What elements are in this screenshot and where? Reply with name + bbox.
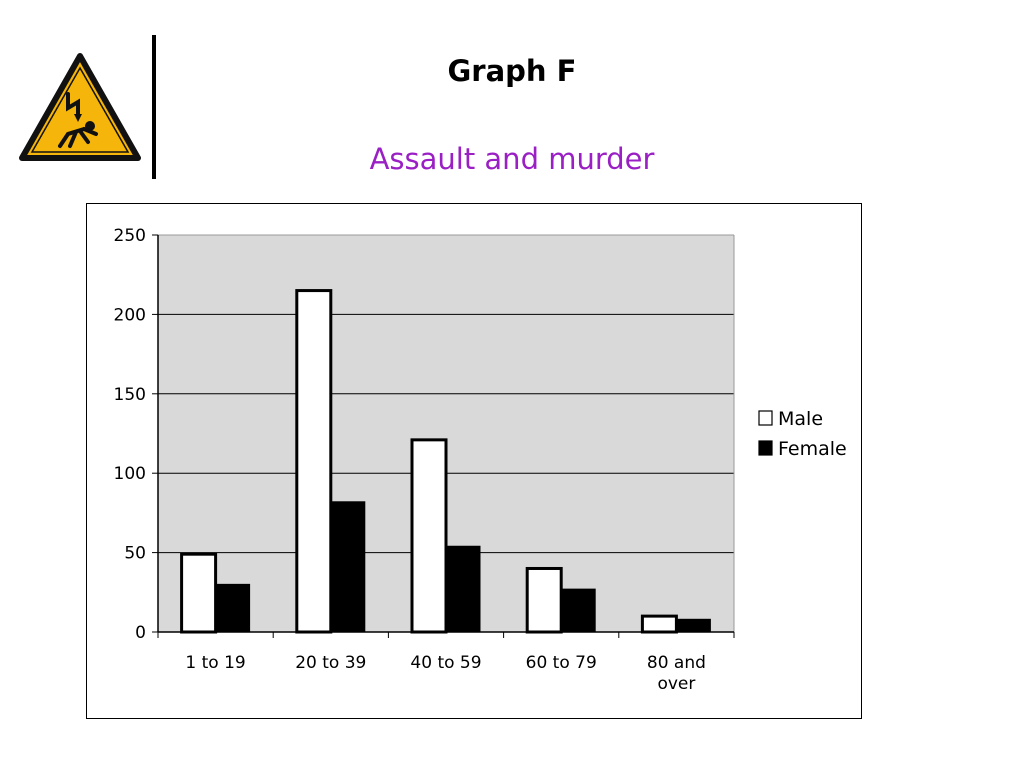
legend-swatch-male: [758, 410, 773, 426]
y-tick-label: 0: [135, 623, 146, 643]
bar-female: [330, 501, 366, 633]
bar-female: [445, 545, 481, 633]
legend-label-female: Female: [778, 438, 847, 460]
bar-male: [295, 289, 333, 634]
y-tick-label: 100: [114, 464, 146, 484]
page-title: Graph F: [447, 54, 577, 88]
header-divider: [152, 35, 156, 179]
bar-male: [640, 614, 678, 634]
y-tick-label: 250: [114, 226, 146, 246]
legend-label-male: Male: [778, 408, 823, 430]
bar-chart: 0 50 100 150 200 250 1 to 19 20 to 39 40 to 59 60…: [114, 226, 847, 694]
page-subtitle: Assault and murder: [369, 142, 655, 176]
legend-swatch-female: [758, 440, 773, 456]
x-tick-label: 60 to 79: [526, 653, 597, 673]
electric-shock-warning-icon: [19, 53, 141, 161]
x-tick-label: 80 and: [647, 653, 706, 673]
x-tick-label: 1 to 19: [185, 653, 245, 673]
y-tick-label: 150: [114, 385, 146, 405]
bar-male: [410, 438, 448, 634]
bar-female: [675, 618, 711, 633]
x-tick-label: 20 to 39: [295, 653, 366, 673]
bar-male: [525, 566, 563, 634]
bar-female: [215, 583, 251, 633]
x-tick-label: over: [657, 674, 695, 694]
bar-male: [180, 552, 218, 634]
bar-female: [560, 588, 596, 633]
y-tick-label: 50: [124, 544, 146, 564]
x-tick-label: 40 to 59: [410, 653, 481, 673]
y-tick-label: 200: [114, 305, 146, 325]
